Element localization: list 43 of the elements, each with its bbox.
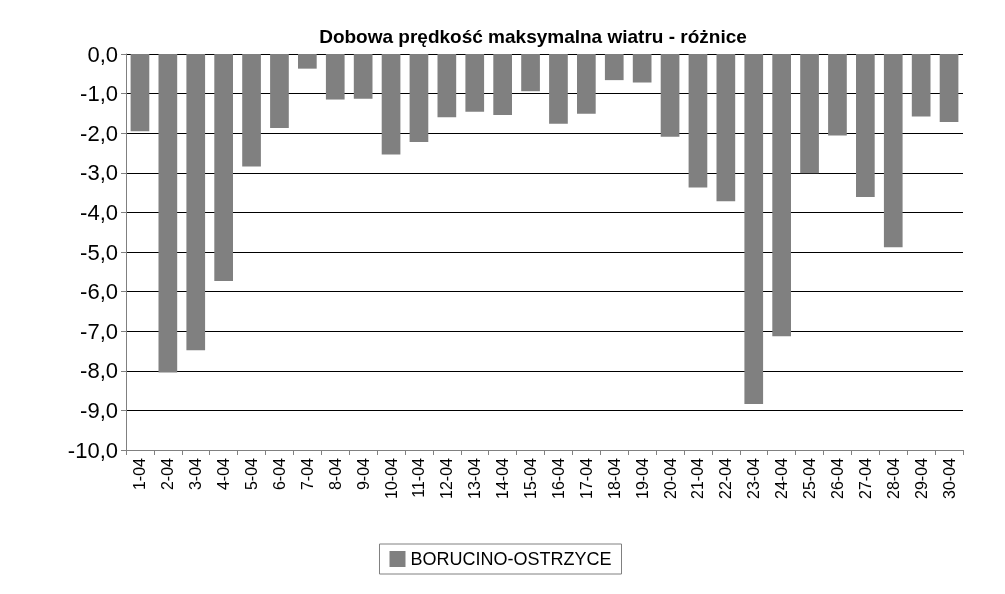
y-tick-label: -6,0: [80, 279, 118, 305]
y-tick-label: -9,0: [80, 397, 118, 423]
x-tick-label: 23-04: [745, 457, 763, 499]
x-tick-label: 29-04: [912, 457, 930, 499]
y-tick-label: -4,0: [80, 199, 118, 225]
chart-title: Dobowa prędkość maksymalna wiatru - różnice: [319, 26, 747, 47]
x-tick-label: 10-04: [382, 457, 400, 499]
legend-label: BORUCINO-OSTRZYCE: [410, 549, 612, 569]
x-tick-label: 17-04: [577, 457, 595, 499]
x-tick-label: 5-04: [243, 457, 261, 491]
x-tick-label: 12-04: [438, 457, 456, 499]
x-tick-label: 20-04: [661, 457, 679, 499]
x-tick-label: 30-04: [940, 457, 958, 499]
y-tick-label: 0,0: [87, 41, 118, 67]
x-tick-label: 7-04: [298, 457, 316, 491]
x-tick-label: 28-04: [884, 457, 902, 499]
x-tick-label: 26-04: [828, 457, 846, 499]
y-tick-label: -10,0: [67, 437, 118, 463]
x-tick-label: 9-04: [354, 457, 372, 491]
x-tick-label: 2-04: [159, 457, 177, 491]
x-tick-label: 1-04: [131, 457, 149, 491]
y-tick-label: -2,0: [80, 120, 118, 146]
x-tick-label: 22-04: [717, 457, 735, 499]
x-tick-label: 24-04: [773, 457, 791, 499]
y-tick-label: -7,0: [80, 318, 118, 344]
x-tick-label: 16-04: [549, 457, 567, 499]
x-tick-label: 25-04: [801, 457, 819, 499]
x-tick-label: 13-04: [466, 457, 484, 499]
y-tick-label: -1,0: [80, 81, 118, 107]
x-tick-label: 6-04: [270, 457, 288, 491]
x-tick-label: 14-04: [494, 457, 512, 499]
x-tick-label: 27-04: [856, 457, 874, 499]
x-tick-label: 15-04: [522, 457, 540, 499]
y-tick-label: -5,0: [80, 239, 118, 265]
x-tick-label: 8-04: [326, 457, 344, 491]
x-tick-label: 19-04: [633, 457, 651, 499]
x-tick-label: 3-04: [187, 457, 205, 491]
x-tick-label: 4-04: [215, 457, 233, 491]
x-tick-label: 11-04: [410, 457, 428, 498]
y-tick-label: -3,0: [80, 160, 118, 186]
x-tick-label: 21-04: [689, 457, 707, 499]
x-tick-label: 18-04: [605, 457, 623, 499]
y-tick-label: -8,0: [80, 358, 118, 384]
